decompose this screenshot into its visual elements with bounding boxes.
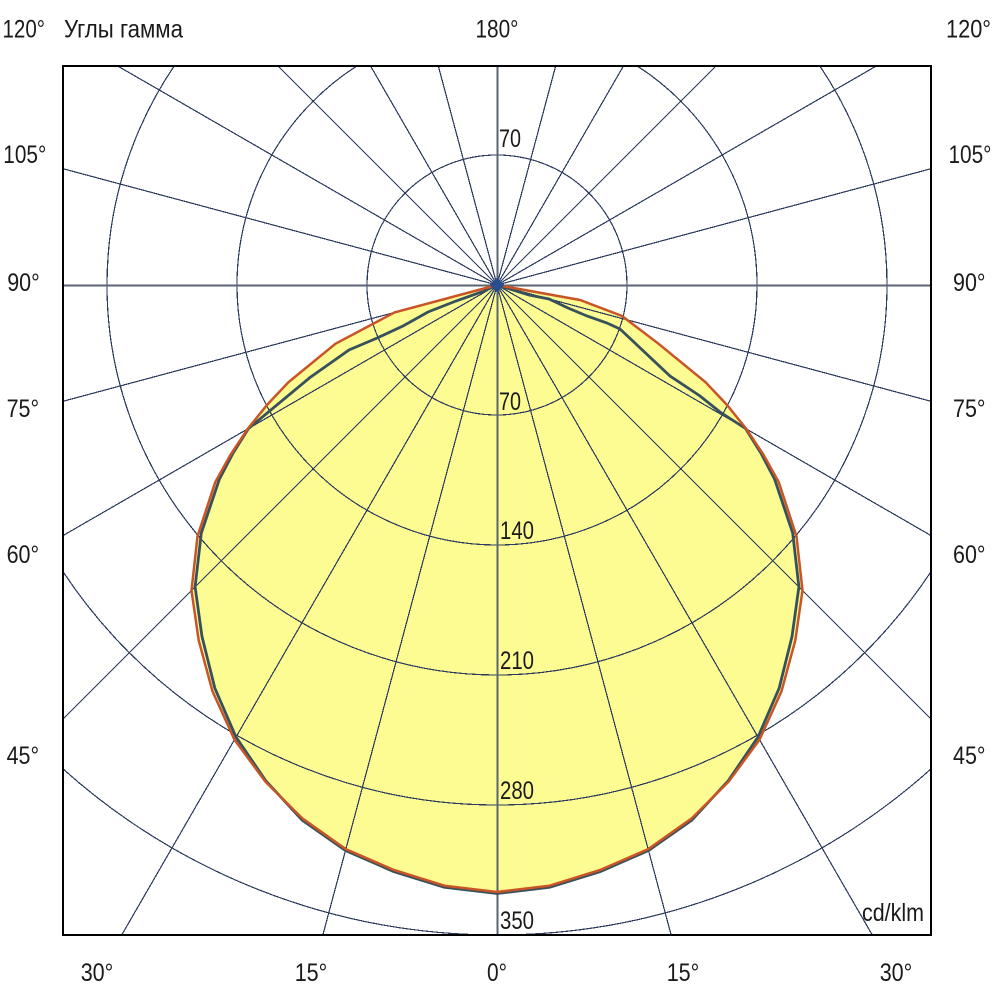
svg-text:105°: 105° [949, 141, 992, 169]
svg-text:30°: 30° [880, 959, 913, 987]
svg-text:70: 70 [499, 125, 521, 153]
svg-text:180°: 180° [476, 16, 519, 44]
svg-text:15°: 15° [295, 959, 328, 987]
svg-text:cd/klm: cd/klm [862, 899, 924, 927]
svg-text:75°: 75° [7, 395, 40, 423]
svg-text:45°: 45° [7, 742, 40, 770]
svg-text:120°: 120° [946, 16, 991, 44]
svg-text:210: 210 [500, 647, 534, 675]
svg-text:30°: 30° [81, 959, 114, 987]
svg-text:45°: 45° [953, 742, 986, 770]
svg-text:105°: 105° [3, 141, 46, 169]
svg-text:140: 140 [500, 517, 534, 545]
svg-text:280: 280 [500, 777, 534, 805]
svg-text:0°: 0° [487, 959, 507, 987]
svg-text:120°: 120° [3, 16, 46, 44]
svg-text:15°: 15° [667, 959, 700, 987]
svg-text:60°: 60° [953, 541, 986, 569]
svg-text:350: 350 [500, 907, 534, 935]
svg-text:75°: 75° [953, 395, 986, 423]
svg-text:60°: 60° [7, 541, 40, 569]
svg-text:90°: 90° [7, 269, 40, 297]
svg-text:Углы гамма: Углы гамма [64, 16, 183, 44]
svg-text:90°: 90° [953, 269, 986, 297]
svg-text:70: 70 [499, 388, 521, 416]
